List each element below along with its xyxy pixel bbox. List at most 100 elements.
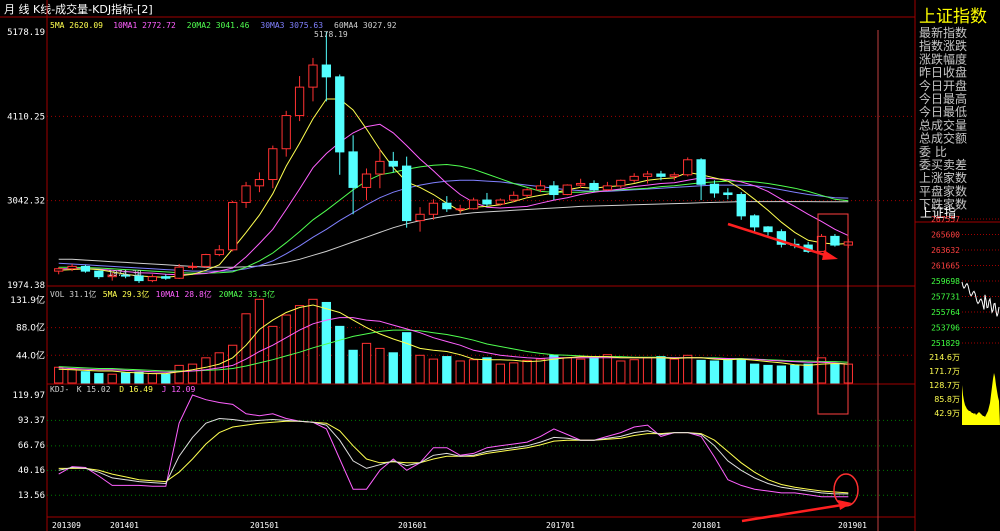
candle[interactable] [281,110,291,157]
volume-bar[interactable] [482,357,492,384]
candle[interactable] [683,157,693,177]
volume-bar[interactable] [696,359,706,384]
volume-bar[interactable] [830,363,840,384]
candle[interactable] [134,273,144,283]
candle[interactable] [80,264,91,273]
volume-bar[interactable] [709,360,720,384]
volume-bar[interactable] [134,371,144,384]
candle[interactable] [482,192,492,207]
candle[interactable] [254,172,265,193]
candle[interactable] [549,181,559,201]
candle[interactable] [415,207,425,232]
volume-bar[interactable] [616,360,626,384]
volume-bar[interactable] [147,373,158,384]
candle[interactable] [669,172,679,181]
candle[interactable] [361,168,372,201]
candle[interactable] [535,180,546,193]
candle[interactable] [616,179,626,189]
volume-bar[interactable] [442,356,452,384]
candle[interactable] [522,188,532,198]
candle[interactable] [723,188,733,200]
candle[interactable] [509,191,519,203]
candle[interactable] [107,272,117,281]
candlesticks[interactable] [54,32,853,283]
candle[interactable] [442,196,452,212]
candle[interactable] [388,151,398,173]
volume-bar[interactable] [228,344,238,384]
volume-bar[interactable] [174,364,184,384]
candle[interactable] [308,57,318,102]
candle[interactable] [562,184,572,196]
candle[interactable] [736,192,746,220]
volume-bar[interactable] [535,358,546,384]
candle[interactable] [602,181,613,191]
candle[interactable] [201,253,211,268]
volume-bar[interactable] [749,363,760,384]
volume-bar[interactable] [509,362,519,384]
volume-bar[interactable] [161,373,171,384]
volume-bar[interactable] [468,359,479,384]
candle[interactable] [120,271,131,279]
volume-bar[interactable] [187,363,198,384]
volume-bar[interactable] [294,305,305,384]
candle[interactable] [575,178,586,189]
candle[interactable] [375,148,385,189]
candle[interactable] [642,170,653,184]
candle[interactable] [495,198,505,206]
volume-bar[interactable] [120,372,131,384]
volume-bar[interactable] [335,325,345,384]
volume-bar[interactable] [54,366,64,384]
candle[interactable] [174,264,184,280]
candle[interactable] [468,197,479,210]
candle[interactable] [816,234,827,252]
volume-bar[interactable] [107,373,117,384]
candle[interactable] [94,270,104,280]
volume-bar[interactable] [268,325,278,384]
volume-bar[interactable] [736,358,746,384]
volume-bar[interactable] [375,347,385,384]
volume-bar[interactable] [281,314,291,384]
volume-bar[interactable] [549,354,559,384]
volume-bar[interactable] [455,360,465,384]
volume-bar[interactable] [80,371,91,384]
candle[interactable] [402,156,412,228]
candle[interactable] [187,262,198,270]
candle[interactable] [709,180,720,198]
volume-bar[interactable] [683,354,693,384]
candle[interactable] [54,267,64,275]
volume-bar[interactable] [562,357,572,384]
candle[interactable] [161,274,171,280]
mini-intraday-chart[interactable]: 267557 265600 263632 261665 259698 257731 2557… [915,215,1000,425]
volume-bar[interactable] [629,359,639,384]
volume-bar[interactable] [763,364,773,384]
candle[interactable] [321,32,332,102]
volume-bar[interactable] [67,368,77,384]
candle[interactable] [428,199,439,220]
volume-bar[interactable] [254,298,265,384]
volume-bar[interactable] [669,358,679,384]
candle[interactable] [696,158,706,201]
candle[interactable] [147,274,158,283]
candle[interactable] [294,76,305,122]
candle[interactable] [228,200,238,252]
volume-bar[interactable] [415,354,425,384]
volume-bar[interactable] [94,373,104,384]
candle[interactable] [629,173,639,183]
volume-bars[interactable] [54,298,853,384]
volume-bar[interactable] [602,354,613,384]
candle[interactable] [214,245,224,257]
volume-bar[interactable] [790,364,800,384]
volume-bar[interactable] [803,363,813,384]
volume-bar[interactable] [241,313,251,384]
candle[interactable] [241,181,251,208]
volume-bar[interactable] [656,356,666,384]
candle[interactable] [589,180,599,193]
volume-bar[interactable] [589,356,599,384]
candle[interactable] [749,214,760,232]
volume-bar[interactable] [361,342,372,384]
volume-bar[interactable] [308,298,318,384]
volume-bar[interactable] [495,363,505,384]
volume-bar[interactable] [776,365,787,384]
volume-bar[interactable] [642,357,653,384]
volume-bar[interactable] [428,358,439,384]
